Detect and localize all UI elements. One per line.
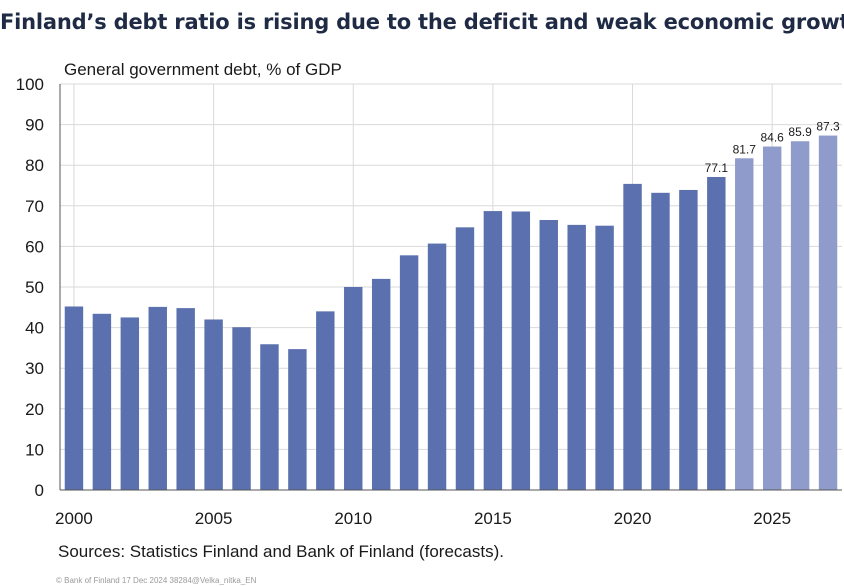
bar [176, 308, 195, 490]
bar [567, 224, 586, 490]
chart-title: Finland’s debt ratio is rising due to th… [0, 10, 844, 34]
y-tick-label: 30 [25, 359, 44, 378]
bar [623, 183, 642, 490]
data-label: 77.1 [705, 161, 729, 175]
bar [595, 225, 614, 490]
bar [260, 344, 279, 490]
y-tick-label: 60 [25, 237, 44, 256]
bar [707, 176, 726, 490]
bar [92, 313, 112, 490]
y-tick-label: 10 [25, 440, 44, 459]
bar [539, 220, 558, 490]
bar [120, 317, 140, 490]
bar [511, 211, 531, 490]
bar [148, 306, 167, 490]
copyright-footer: © Bank of Finland 17 Dec 2024 38284@Velk… [56, 576, 257, 585]
y-tick-label: 70 [25, 197, 44, 216]
x-tick-label: 2025 [753, 509, 791, 528]
y-tick-label: 100 [16, 75, 44, 94]
bar [399, 255, 419, 490]
bar [204, 319, 223, 490]
y-tick-label: 80 [25, 156, 44, 175]
x-tick-label: 2010 [334, 509, 372, 528]
x-tick-label: 2000 [55, 509, 93, 528]
y-tick-label: 20 [25, 400, 44, 419]
y-tick-label: 40 [25, 319, 44, 338]
bar [483, 211, 503, 490]
bar [232, 327, 251, 490]
y-tick-label: 90 [25, 116, 44, 135]
bar [64, 306, 84, 490]
data-label: 81.7 [733, 142, 757, 156]
bar-forecast [762, 146, 782, 491]
data-label: 84.6 [760, 131, 784, 145]
bar [371, 278, 391, 490]
data-label: 85.9 [788, 125, 812, 139]
y-tick-label: 50 [25, 278, 44, 297]
y-tick-label: 0 [35, 481, 44, 500]
bar-forecast [790, 141, 810, 490]
x-tick-label: 2005 [195, 509, 233, 528]
data-label: 87.3 [816, 120, 840, 134]
bar-forecast [818, 135, 838, 490]
bar [455, 227, 475, 490]
bar [316, 311, 335, 490]
bar [344, 287, 363, 490]
source-note: Sources: Statistics Finland and Bank of … [58, 542, 504, 561]
bar [427, 243, 447, 490]
y-axis-label: General government debt, % of GDP [64, 60, 342, 79]
bar [288, 349, 307, 490]
bar [679, 189, 698, 490]
x-tick-label: 2015 [474, 509, 512, 528]
bar-forecast [735, 158, 754, 490]
bar [651, 192, 670, 491]
x-tick-label: 2020 [614, 509, 652, 528]
